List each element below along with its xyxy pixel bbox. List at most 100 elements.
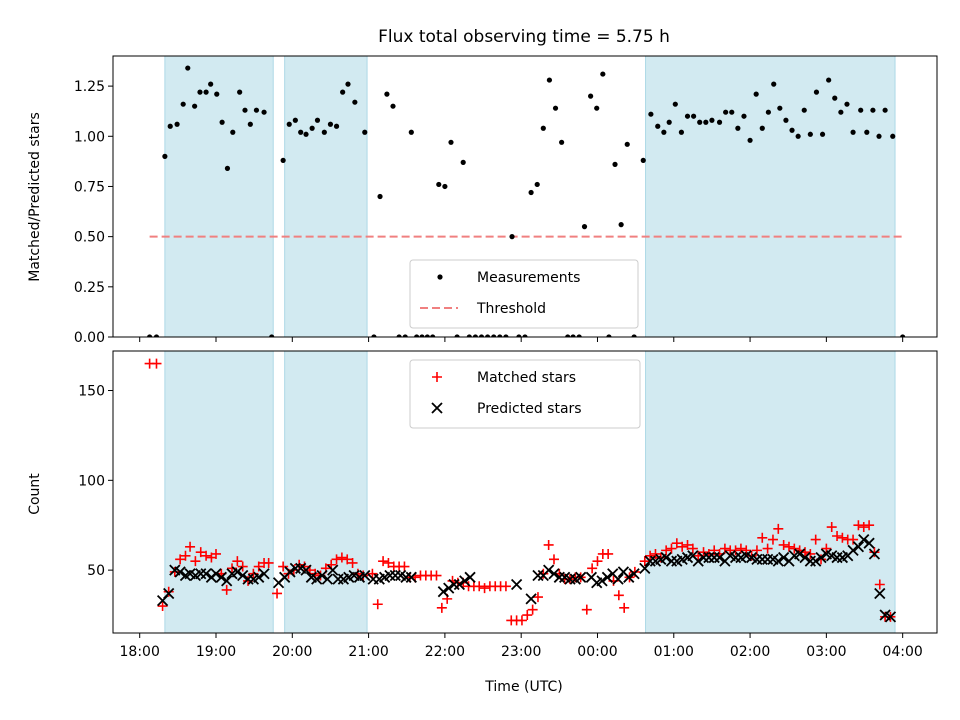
predicted-star-point (612, 573, 624, 585)
top-y-tick-label: 0.50 (74, 230, 105, 246)
matched-star-point (272, 588, 283, 599)
measurement-point (340, 89, 346, 95)
measurement-point (655, 123, 661, 129)
predicted-star-point (628, 568, 640, 580)
x-tick-label: 00:00 (577, 644, 617, 660)
measurement-point (807, 131, 813, 137)
measurement-point (261, 109, 267, 115)
matched-star-point (516, 615, 527, 626)
predicted-star-point (660, 551, 672, 564)
matched-star-point (190, 556, 201, 567)
matched-star-point (522, 610, 533, 621)
measurement-point (777, 105, 783, 111)
measurement-point (594, 105, 600, 111)
measurement-point (292, 117, 298, 123)
measurement-point (503, 334, 509, 337)
predicted-star-point (448, 578, 460, 591)
matched-star-point (864, 520, 875, 531)
predicted-star-point (575, 571, 587, 583)
predicted-star-point (729, 551, 742, 564)
measurement-point (436, 181, 442, 188)
measurement-point (759, 125, 765, 131)
measurement-point (618, 222, 624, 228)
measurement-point (832, 95, 838, 101)
measurement-point (454, 334, 460, 337)
chart-title: Flux total observing time = 5.75 h (378, 27, 670, 47)
matched-star-point (479, 583, 490, 594)
matched-star-point (735, 543, 746, 554)
top-observing-window-1 (164, 55, 274, 338)
measurement-point (491, 334, 497, 337)
matched-star-point (853, 520, 864, 531)
predicted-star-point (242, 573, 254, 585)
predicted-star-point (200, 568, 212, 580)
measurement-point (697, 119, 703, 125)
measurement-point (377, 193, 383, 200)
predicted-star-point (756, 553, 768, 565)
measurement-point (448, 139, 454, 145)
measurement-point (522, 334, 528, 337)
predicted-star-point (453, 578, 466, 591)
measurement-point (819, 131, 826, 137)
top-y-tick-label: 0.25 (74, 280, 105, 296)
measurement-point (303, 131, 309, 137)
measurement-point (559, 139, 565, 145)
matched-star-point (163, 586, 174, 597)
bottom-data-area (144, 358, 897, 626)
predicted-star-point (359, 569, 371, 582)
predicted-star-point (713, 551, 726, 564)
matched-star-point (237, 561, 248, 572)
matched-star-point (832, 531, 843, 542)
measurement-point (371, 334, 377, 337)
predicted-star-point (852, 541, 865, 553)
legend-label: Predicted stars (477, 401, 582, 417)
measurement-point (612, 161, 618, 167)
matched-star-point (639, 556, 650, 567)
measurement-point (678, 129, 685, 135)
matched-star-point (821, 543, 832, 554)
predicted-star-point (437, 586, 449, 598)
measurement-point (230, 129, 236, 135)
measurement-point (850, 129, 856, 135)
matched-star-point (151, 358, 162, 369)
matched-star-point (378, 556, 389, 567)
measurement-point (419, 334, 425, 337)
bottom-axes-frame (112, 350, 938, 634)
measurement-point (280, 157, 286, 163)
predicted-star-point (804, 555, 816, 567)
predicted-star-point (543, 564, 555, 576)
measurement-point (203, 89, 209, 95)
measurement-point (153, 334, 160, 337)
measurement-point (581, 224, 588, 230)
matched-star-point (682, 539, 693, 550)
measurement-point (253, 107, 260, 113)
matched-star-point (548, 554, 559, 565)
measurement-point (640, 157, 646, 163)
x-tick-label: 04:00 (882, 644, 922, 660)
measurement-point (147, 334, 153, 337)
measurement-point (485, 334, 491, 337)
top-data-area (147, 65, 906, 337)
predicted-star-point (163, 587, 175, 600)
measurement-point (478, 334, 485, 337)
top-observing-window-3 (645, 55, 896, 338)
top-y-tick-label: 1.00 (74, 129, 105, 145)
matched-star-point (677, 541, 688, 552)
measurement-point (242, 107, 248, 113)
measurement-point (795, 133, 801, 139)
matched-star-point (211, 548, 221, 559)
predicted-star-point (665, 555, 678, 567)
measurement-point (466, 334, 472, 337)
matched-star-point (592, 556, 603, 567)
predicted-star-point (443, 582, 455, 594)
predicted-star-point (772, 555, 784, 567)
matched-star-point (581, 604, 592, 615)
matched-star-point (837, 532, 848, 543)
matched-star-point (169, 566, 180, 577)
bottom-panel: 50 100 150 18:00 19:00 20:00 21:00 22:00 23:00 00… (78, 350, 938, 660)
measurement-point (162, 153, 168, 159)
predicted-star-point (237, 569, 249, 582)
matched-star-point (532, 592, 543, 603)
measurement-point (309, 125, 315, 131)
matched-star-point (431, 570, 442, 581)
